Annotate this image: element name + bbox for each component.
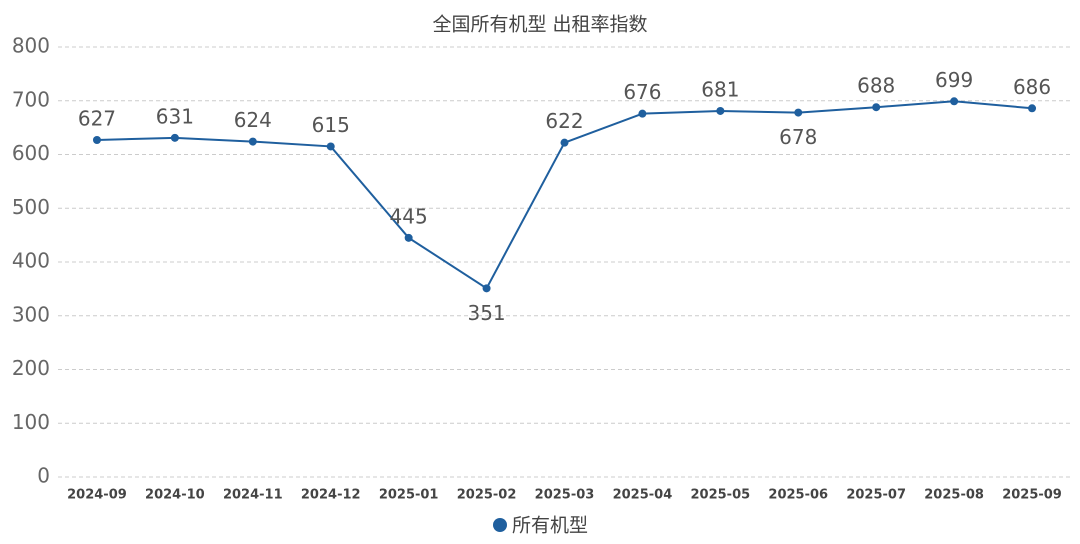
x-tick-label: 2025-08: [924, 488, 984, 503]
x-tick-label: 2024-09: [67, 488, 127, 503]
data-label: 676: [623, 80, 661, 104]
data-label: 688: [857, 74, 895, 98]
y-tick-label: 400: [12, 249, 50, 273]
data-label: 681: [701, 77, 739, 101]
x-tick-label: 2025-04: [613, 488, 673, 503]
point: [638, 109, 647, 118]
data-label: 622: [545, 109, 583, 133]
y-tick-label: 800: [12, 34, 50, 58]
y-tick-label: 100: [12, 410, 50, 434]
point: [170, 133, 179, 142]
point: [92, 135, 101, 144]
x-tick-label: 2024-10: [145, 488, 205, 503]
point: [950, 97, 959, 106]
data-label: 615: [312, 113, 350, 137]
point: [482, 284, 491, 293]
chart-title: 全国所有机型 出租率指数: [432, 14, 647, 36]
x-tick-label: 2024-12: [301, 488, 361, 503]
x-tick-label: 2025-05: [691, 488, 751, 503]
point: [716, 106, 725, 115]
y-tick-label: 300: [12, 302, 50, 326]
x-tick-label: 2025-03: [535, 488, 595, 503]
legend-marker: [493, 518, 507, 532]
x-tick-label: 2024-11: [223, 488, 283, 503]
y-tick-label: 500: [12, 195, 50, 219]
y-tick-label: 0: [37, 464, 50, 488]
y-tick-label: 200: [12, 356, 50, 380]
point: [794, 108, 803, 117]
data-label: 627: [78, 106, 116, 130]
point: [326, 142, 335, 151]
point: [248, 137, 257, 146]
point: [1028, 104, 1037, 113]
legend-label: 所有机型: [512, 515, 588, 537]
y-tick-label: 700: [12, 87, 50, 111]
data-label: 624: [234, 108, 272, 132]
y-tick-label: 600: [12, 141, 50, 165]
point: [872, 103, 881, 112]
x-tick-label: 2025-06: [768, 488, 828, 503]
data-label: 631: [156, 104, 194, 128]
data-label: 351: [467, 301, 505, 325]
point: [404, 233, 413, 242]
x-tick-label: 2025-09: [1002, 488, 1062, 503]
point: [560, 138, 569, 147]
data-label: 699: [935, 68, 973, 92]
data-label: 678: [779, 125, 817, 149]
data-label: 445: [390, 204, 428, 228]
x-tick-label: 2025-07: [846, 488, 906, 503]
x-tick-label: 2025-01: [379, 488, 439, 503]
data-label: 686: [1013, 75, 1051, 99]
x-tick-label: 2025-02: [457, 488, 517, 503]
